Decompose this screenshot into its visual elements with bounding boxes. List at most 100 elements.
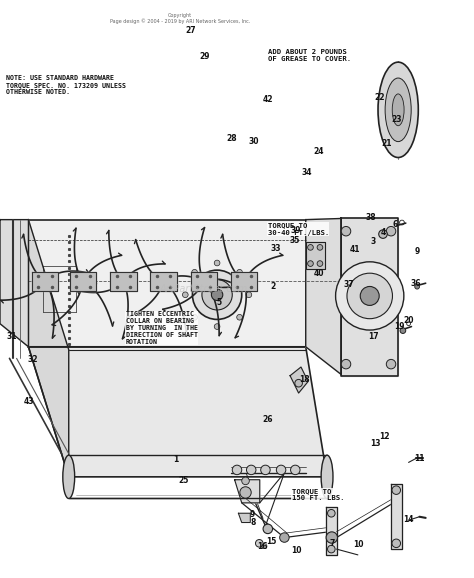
Text: 7: 7 xyxy=(329,539,335,548)
Text: 42: 42 xyxy=(263,95,273,104)
Text: 15: 15 xyxy=(266,537,276,546)
Text: 4: 4 xyxy=(380,228,386,237)
Text: 36: 36 xyxy=(411,279,421,288)
Text: 34: 34 xyxy=(302,168,312,177)
Circle shape xyxy=(237,314,242,320)
Text: 18: 18 xyxy=(300,375,310,384)
Polygon shape xyxy=(238,513,250,523)
Polygon shape xyxy=(306,218,341,375)
Circle shape xyxy=(317,244,323,250)
Text: 41: 41 xyxy=(349,245,360,254)
Circle shape xyxy=(255,539,263,547)
Text: 6: 6 xyxy=(392,220,398,229)
Circle shape xyxy=(328,509,335,517)
Circle shape xyxy=(214,324,220,329)
Circle shape xyxy=(237,269,242,275)
Polygon shape xyxy=(391,484,402,549)
Circle shape xyxy=(246,465,256,475)
Text: 9: 9 xyxy=(249,510,255,519)
Circle shape xyxy=(214,260,220,266)
Text: 28: 28 xyxy=(226,134,237,143)
Text: 32: 32 xyxy=(28,355,38,364)
Circle shape xyxy=(202,280,232,310)
Circle shape xyxy=(291,465,300,475)
Circle shape xyxy=(263,524,273,533)
Circle shape xyxy=(400,328,406,334)
Circle shape xyxy=(182,292,188,298)
Circle shape xyxy=(386,360,396,369)
Text: 9: 9 xyxy=(414,247,420,256)
Text: 5: 5 xyxy=(217,298,221,307)
Polygon shape xyxy=(110,272,137,291)
Text: 30: 30 xyxy=(249,136,259,146)
Circle shape xyxy=(347,273,392,318)
Circle shape xyxy=(341,227,351,236)
Text: 14: 14 xyxy=(403,514,414,524)
Text: 25: 25 xyxy=(179,476,189,486)
Polygon shape xyxy=(326,507,337,555)
Text: 22: 22 xyxy=(374,92,384,102)
Polygon shape xyxy=(150,272,177,291)
Circle shape xyxy=(280,533,289,542)
Polygon shape xyxy=(28,220,306,347)
Text: 12: 12 xyxy=(380,432,390,442)
Circle shape xyxy=(192,314,198,320)
Circle shape xyxy=(192,270,242,320)
Circle shape xyxy=(240,487,251,498)
Polygon shape xyxy=(0,220,28,347)
Text: 17: 17 xyxy=(368,332,379,341)
Text: 27: 27 xyxy=(185,25,196,35)
Ellipse shape xyxy=(385,78,411,142)
Ellipse shape xyxy=(63,455,74,498)
Circle shape xyxy=(328,545,335,553)
Text: 13: 13 xyxy=(370,439,380,449)
Text: 24: 24 xyxy=(313,147,324,156)
Circle shape xyxy=(211,289,223,301)
Text: 43: 43 xyxy=(24,397,35,406)
Text: 3: 3 xyxy=(370,237,376,246)
Polygon shape xyxy=(306,242,325,269)
Circle shape xyxy=(261,465,270,475)
Text: ADD ABOUT 2 POUNDS
OF GREASE TO COVER.: ADD ABOUT 2 POUNDS OF GREASE TO COVER. xyxy=(268,49,351,62)
Text: 8: 8 xyxy=(251,518,256,527)
Text: 39: 39 xyxy=(291,225,301,235)
Circle shape xyxy=(308,261,313,266)
Circle shape xyxy=(295,379,302,387)
Text: NOTE: USE STANDARD HARDWARE
TORQUE SPEC. NO. 173209 UNLESS
OTHERWISE NOTED.: NOTE: USE STANDARD HARDWARE TORQUE SPEC.… xyxy=(6,75,126,95)
Ellipse shape xyxy=(378,62,418,157)
Circle shape xyxy=(392,539,401,547)
Circle shape xyxy=(360,287,379,305)
Text: 16: 16 xyxy=(257,542,268,551)
Text: ArtPartStreet.com: ArtPartStreet.com xyxy=(160,284,248,294)
Polygon shape xyxy=(28,220,69,477)
Text: 23: 23 xyxy=(392,114,402,124)
Polygon shape xyxy=(70,272,96,291)
Polygon shape xyxy=(32,272,58,291)
Text: 40: 40 xyxy=(313,269,324,279)
Circle shape xyxy=(326,532,337,543)
Text: 38: 38 xyxy=(365,213,376,222)
Text: 10: 10 xyxy=(291,546,301,555)
Text: 10: 10 xyxy=(354,540,364,549)
Text: 35: 35 xyxy=(290,236,300,245)
Ellipse shape xyxy=(321,455,333,498)
Polygon shape xyxy=(235,480,260,503)
Text: TORQUE TO
30-40 FT./LBS.: TORQUE TO 30-40 FT./LBS. xyxy=(268,223,329,235)
Circle shape xyxy=(242,477,249,485)
Circle shape xyxy=(386,227,396,236)
Text: Copyright
Page design © 2004 - 2019 by ARI Network Services, Inc.: Copyright Page design © 2004 - 2019 by A… xyxy=(110,13,250,24)
Circle shape xyxy=(341,360,351,369)
Polygon shape xyxy=(231,272,257,291)
Text: 29: 29 xyxy=(200,52,210,61)
Text: 1: 1 xyxy=(173,455,178,464)
Text: 19: 19 xyxy=(394,322,405,331)
Polygon shape xyxy=(191,272,217,291)
Circle shape xyxy=(192,269,198,275)
Circle shape xyxy=(336,262,404,330)
Circle shape xyxy=(232,465,242,475)
Circle shape xyxy=(379,230,387,238)
Polygon shape xyxy=(28,347,327,477)
Text: TORQUE TO
150 FT. LBS.: TORQUE TO 150 FT. LBS. xyxy=(292,488,344,501)
Text: 37: 37 xyxy=(343,280,354,289)
Text: 2: 2 xyxy=(270,281,275,291)
